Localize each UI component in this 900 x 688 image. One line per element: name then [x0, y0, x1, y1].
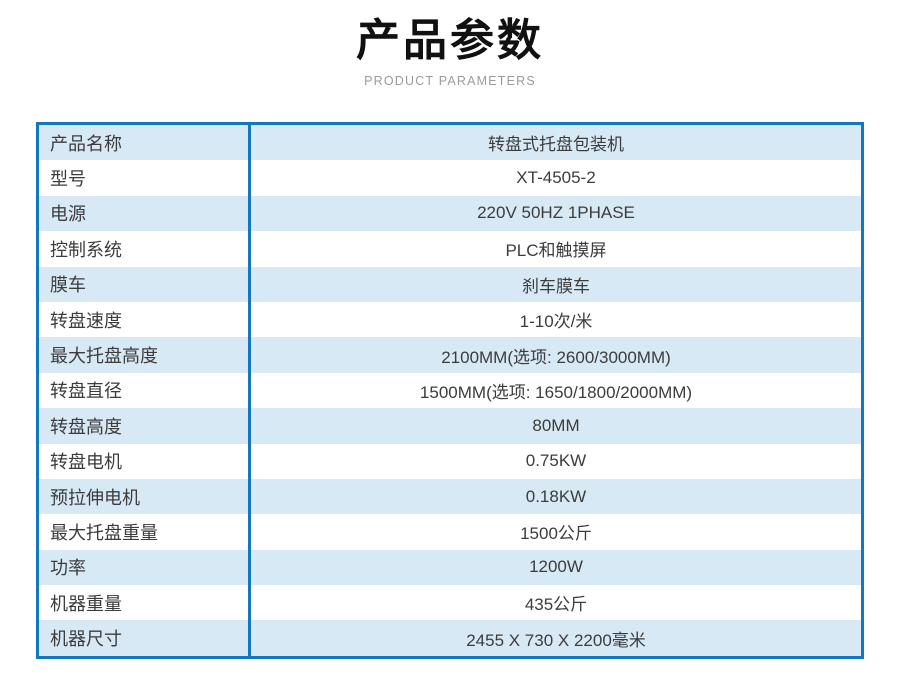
- table-row: 转盘高度 80MM: [39, 408, 861, 444]
- spec-label: 功率: [39, 549, 251, 586]
- spec-label: 电源: [39, 195, 251, 232]
- table-row: 型号 XT-4505-2: [39, 160, 861, 196]
- spec-value: 刹车膜车: [522, 276, 590, 296]
- spec-label: 最大托盘高度: [39, 337, 251, 373]
- table-row: 转盘直径 1500MM(选项: 1650/1800/2000MM): [39, 372, 861, 409]
- table-row: 电源 220V 50HZ 1PHASE: [39, 195, 861, 232]
- table-row: 转盘电机 0.75KW: [39, 443, 861, 479]
- page-subtitle: PRODUCT PARAMETERS: [364, 73, 536, 88]
- spec-label: 转盘直径: [39, 372, 251, 409]
- spec-table: 产品名称 转盘式托盘包装机型号 XT-4505-2 电源 220V 50HZ 1PHAS…: [36, 122, 864, 659]
- table-row: 转盘速度 1-10次/米: [39, 301, 861, 338]
- spec-value: 435公斤: [524, 595, 588, 615]
- spec-value: 0.75KW: [525, 451, 587, 471]
- spec-label: 产品名称: [39, 125, 251, 161]
- spec-value: 2455 X 730 X 2200毫米: [466, 630, 646, 650]
- spec-label: 控制系统: [39, 231, 251, 267]
- table-row: 预拉伸电机 0.18KW: [39, 478, 861, 515]
- table-row: 机器尺寸 2455 X 730 X 2200毫米: [39, 620, 861, 656]
- spec-value: 1500公斤: [520, 524, 592, 544]
- spec-label: 膜车: [39, 266, 251, 302]
- spec-label: 转盘电机: [39, 443, 251, 479]
- spec-value: 2100MM(选项: 2600/3000MM): [441, 347, 671, 367]
- spec-value: 80MM: [532, 415, 580, 435]
- spec-label: 机器尺寸: [39, 620, 251, 656]
- page-header: 产品参数 PRODUCT PARAMETERS: [0, 0, 900, 88]
- table-row: 产品名称 转盘式托盘包装机: [39, 125, 861, 161]
- spec-value: 1200W: [529, 557, 583, 577]
- table-row: 功率 1200W: [39, 549, 861, 586]
- spec-label: 型号: [39, 160, 251, 196]
- spec-value: PLC和触摸屏: [505, 241, 607, 261]
- spec-label: 机器重量: [39, 585, 251, 621]
- table-row: 膜车 刹车膜车: [39, 266, 861, 302]
- spec-label: 转盘高度: [39, 408, 251, 444]
- spec-value: XT-4505-2: [516, 168, 596, 188]
- spec-label: 预拉伸电机: [39, 478, 251, 515]
- table-row: 最大托盘重量 1500公斤: [39, 514, 861, 550]
- spec-value: 转盘式托盘包装机: [488, 135, 624, 155]
- spec-value: 1-10次/米: [519, 312, 593, 332]
- table-row: 最大托盘高度 2100MM(选项: 2600/3000MM): [39, 337, 861, 373]
- page-title: 产品参数: [356, 16, 544, 65]
- spec-value: 1500MM(选项: 1650/1800/2000MM): [419, 382, 693, 402]
- spec-value: 220V 50HZ 1PHASE: [477, 203, 635, 223]
- spec-label: 转盘速度: [39, 301, 251, 338]
- table-row: 控制系统 PLC和触摸屏: [39, 231, 861, 267]
- table-row: 机器重量 435公斤: [39, 585, 861, 621]
- spec-value: 0.18KW: [525, 486, 587, 506]
- spec-label: 最大托盘重量: [39, 514, 251, 550]
